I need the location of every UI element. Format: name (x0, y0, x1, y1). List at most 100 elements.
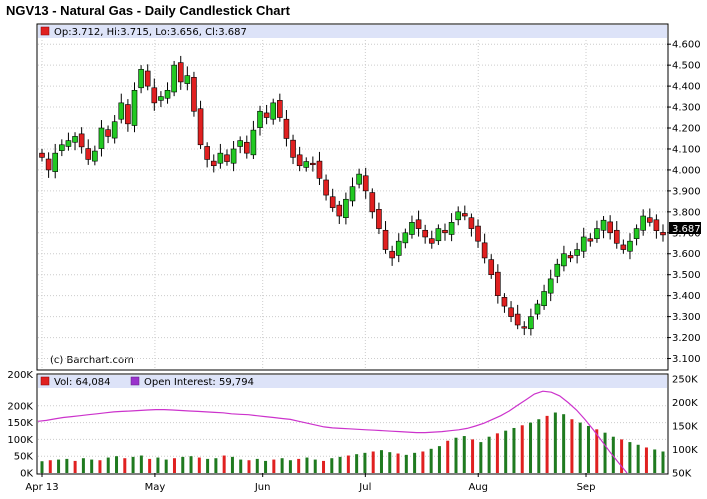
volume-axis: 200K 150K 100K 50K 0K 200K 250K 200K 150K 100K 50K (7, 370, 698, 480)
candle-body (475, 225, 481, 242)
price-tick-label: 3.300 (672, 312, 701, 323)
volume-bar (537, 419, 541, 473)
volume-bar (586, 425, 590, 473)
open-interest-line (37, 390, 628, 474)
x-tick-label: Apr 13 (25, 482, 58, 493)
volume-bar (421, 451, 425, 473)
volume-bar (396, 453, 400, 473)
x-axis: Apr 13 May Jun Jul Aug Sep (25, 473, 595, 493)
candle-body (455, 211, 462, 221)
volume-bars (40, 412, 665, 473)
candle-body (528, 316, 534, 330)
candle-body (303, 161, 310, 168)
candle-body (415, 219, 422, 229)
volume-bar (603, 432, 607, 473)
candles (39, 55, 666, 336)
oi-tick-label: 200K (672, 398, 698, 409)
candle-body (171, 64, 177, 93)
volume-bar (222, 455, 226, 473)
candle-body (98, 127, 105, 149)
volume-bar (653, 449, 657, 473)
candle-body (521, 326, 528, 329)
candle-body (277, 100, 283, 118)
candle-body (620, 244, 627, 250)
volume-bar (504, 430, 508, 473)
price-legend-text: Op:3.712, Hi:3.715, Lo:3.656, Cl:3.687 (54, 27, 247, 38)
volume-bar (181, 456, 185, 473)
volume-bar (255, 458, 259, 473)
price-tick-label: 3.600 (672, 249, 701, 260)
volume-bar (164, 459, 168, 473)
candle-body (541, 291, 547, 307)
volume-bar (264, 460, 268, 473)
volume-bar (280, 458, 284, 473)
volume-bar (98, 460, 102, 473)
candle-body (488, 259, 495, 276)
candle-body (362, 175, 369, 192)
volume-bar (529, 422, 533, 473)
candle-body (310, 162, 316, 166)
volume-bar (545, 415, 549, 473)
volume-bar (230, 456, 234, 473)
candle-body (92, 150, 98, 162)
candle-body (270, 102, 277, 120)
volume-bar (355, 454, 359, 473)
candle-body (600, 219, 607, 231)
candle-body (144, 70, 151, 87)
oi-legend-swatch (130, 376, 140, 386)
candle-body (52, 152, 59, 172)
candle-body (495, 271, 501, 296)
candle-body (263, 112, 270, 118)
price-axis: 4.600 4.500 4.400 4.300 4.200 4.100 4.000 3.900… (667, 40, 701, 365)
candle-body (462, 213, 468, 217)
price-tick-label: 4.100 (672, 144, 701, 155)
candle-body (191, 77, 197, 112)
candle-body (587, 238, 594, 242)
candle-body (323, 179, 329, 196)
candle-body (224, 154, 230, 162)
candle-body (125, 104, 131, 125)
volume-bar (553, 412, 557, 473)
candle-body (508, 307, 514, 317)
volume-bar (247, 460, 251, 473)
last-price-tag: 3.687 (672, 224, 701, 235)
candle-body (554, 263, 561, 277)
candle-body (105, 129, 111, 137)
volume-bar (495, 433, 499, 473)
volume-bar (346, 455, 350, 473)
candle-body (177, 62, 184, 83)
volume-bar (413, 452, 417, 473)
volume-bar (40, 461, 44, 473)
volume-tick-label: 150K (7, 418, 33, 429)
candle-body (230, 148, 237, 164)
volume-bar (106, 457, 110, 473)
candle-body (283, 118, 290, 139)
candle-body (402, 232, 409, 244)
volume-bar (156, 457, 160, 473)
volume-bar (197, 457, 201, 473)
candle-body (217, 152, 224, 164)
candle-body (204, 146, 210, 160)
volume-bar (620, 439, 624, 473)
volume-bar (520, 425, 524, 473)
volume-bar (115, 456, 119, 473)
volume-bar (429, 448, 433, 473)
candle-body (78, 133, 85, 148)
volume-bar (611, 436, 615, 473)
candle-body (237, 140, 243, 147)
candle-body (257, 110, 263, 128)
last-price-tag-box (669, 222, 701, 234)
candle-body (435, 228, 442, 242)
volume-bar (65, 458, 69, 473)
volume-bar (446, 440, 450, 473)
candle-body (138, 69, 144, 89)
volume-bar (363, 452, 367, 473)
volume-bar (437, 446, 441, 473)
volume-bar (595, 429, 599, 473)
candle-body (290, 139, 296, 158)
candle-body (594, 228, 600, 239)
candle-body (316, 160, 323, 179)
x-tick-label: Aug (468, 482, 488, 493)
volume-legend-swatch (40, 376, 50, 386)
volume-bar (636, 444, 640, 473)
